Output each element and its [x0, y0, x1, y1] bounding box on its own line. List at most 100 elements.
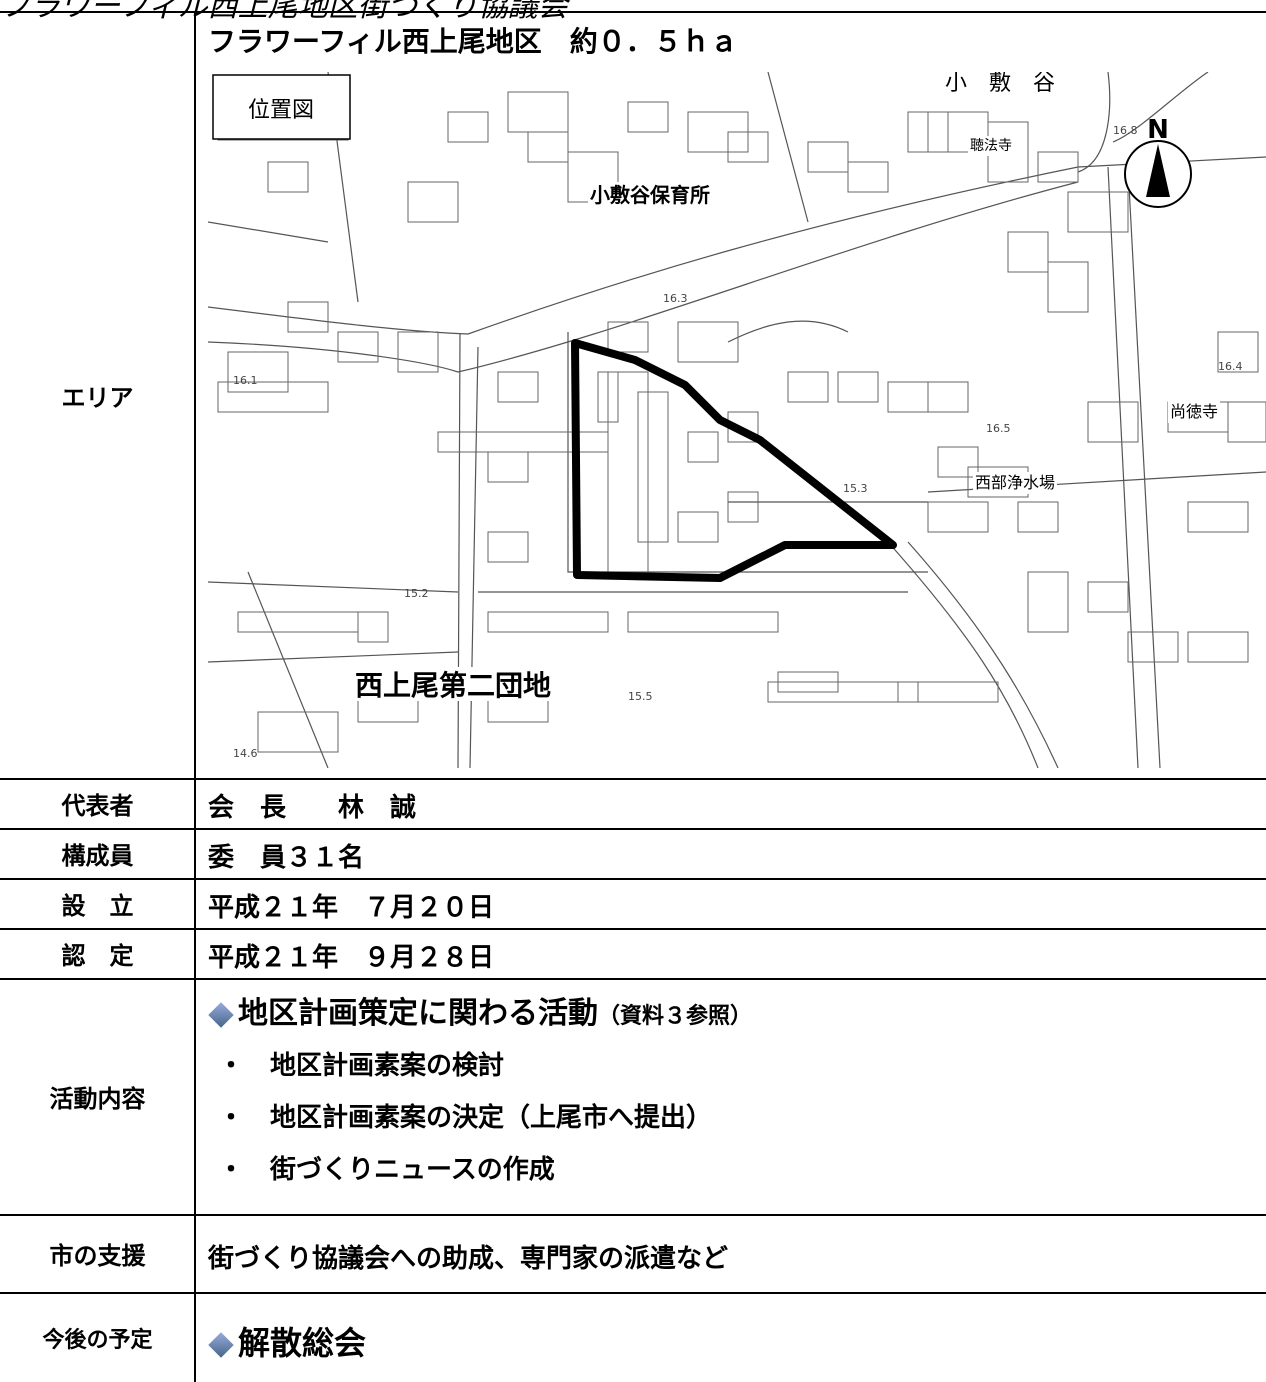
- rule: [0, 828, 1266, 830]
- row-label: 市の支援: [49, 1242, 146, 1270]
- map-label: 16.3: [663, 292, 688, 305]
- map-road: [208, 181, 1079, 373]
- map-building: [527, 131, 569, 163]
- rule: [0, 11, 1266, 13]
- map-building: [607, 321, 649, 353]
- map-label: 尚徳寺: [1170, 402, 1218, 421]
- map-building: [767, 681, 919, 703]
- row-value: 平成２１年 ９月２８日: [208, 943, 495, 973]
- label-backdrop: [943, 72, 1057, 96]
- map-building: [927, 501, 989, 533]
- map-building: [1127, 631, 1179, 663]
- map-label: 15.3: [843, 482, 868, 495]
- map-building: [1087, 581, 1129, 613]
- support-text: 街づくり協議会への助成、専門家の派遣など: [208, 1244, 729, 1274]
- map-building: [397, 331, 439, 373]
- map-building: [1017, 501, 1059, 533]
- rule: [0, 978, 1266, 980]
- map-building: [777, 671, 839, 693]
- map-building: [447, 111, 489, 143]
- map-building: [937, 446, 979, 478]
- map-road: [767, 72, 809, 223]
- map-building: [487, 451, 529, 483]
- map-legend: 位置図: [248, 98, 314, 123]
- map-building: [487, 611, 609, 633]
- map-building: [487, 531, 529, 563]
- rule: [0, 1292, 1266, 1294]
- activity-note: （資料３参照）: [598, 1004, 753, 1029]
- map-building: [727, 491, 759, 523]
- map-building: [357, 611, 389, 643]
- row-label: 活動内容: [49, 1085, 146, 1113]
- map-building: [1067, 191, 1129, 233]
- legend-box: [212, 74, 351, 140]
- map-building: [887, 381, 929, 413]
- map-road: [1077, 72, 1111, 173]
- row-label: 今後の予定: [42, 1327, 153, 1353]
- map-building: [607, 371, 649, 573]
- activity-item: ・ 街づくりニュースの作成: [218, 1155, 555, 1185]
- activity-heading-line: 地区計画策定に関わる活動（資料３参照）: [208, 988, 752, 1032]
- map-building: [1187, 631, 1249, 663]
- rule: [0, 778, 1266, 780]
- row-value: 会 長 林 誠: [208, 793, 417, 823]
- map-road: [567, 332, 928, 573]
- map-building: [1047, 261, 1089, 313]
- map-building: [1087, 401, 1139, 443]
- row-value: 平成２１年 ７月２０日: [208, 893, 495, 923]
- north-label: N: [1147, 115, 1169, 145]
- map-building: [437, 431, 609, 453]
- activity-list: ・ 地区計画素案の検討 ・ 地区計画素案の決定（上尾市へ提出） ・ 街づくりニュ…: [218, 1040, 712, 1196]
- map-road: [907, 541, 1059, 768]
- map-building: [927, 381, 969, 413]
- map-road: [727, 320, 849, 343]
- map-building: [687, 431, 719, 463]
- label-backdrop: [973, 472, 1057, 494]
- map-road: [457, 333, 461, 768]
- map-building: [677, 511, 719, 543]
- map-building: [267, 161, 309, 193]
- map-building: [787, 371, 829, 403]
- label-backdrop: [353, 667, 553, 701]
- map-label: 西上尾第二団地: [355, 669, 551, 702]
- activity-heading: 地区計画策定に関わる活動: [238, 996, 598, 1031]
- row-label: 構成員: [61, 842, 134, 870]
- map-label: 14.6: [233, 747, 258, 760]
- map-building: [897, 681, 999, 703]
- map-label: 16.1: [233, 374, 258, 387]
- label-backdrop: [968, 136, 1014, 156]
- map-building: [407, 181, 459, 223]
- map-label: 16.8: [1113, 124, 1138, 137]
- activity-item: ・ 地区計画素案の決定（上尾市へ提出）: [218, 1103, 713, 1133]
- area-name: フラワーフィル西上尾地区 約０．５ｈａ: [208, 25, 738, 58]
- map-label: 小敷谷保育所: [590, 183, 710, 207]
- label-backdrop: [588, 182, 712, 208]
- row-label: 設 立: [61, 892, 134, 920]
- activity-item: ・ 地区計画素案の検討: [218, 1051, 505, 1081]
- map-building: [1027, 571, 1069, 633]
- map-road: [1127, 166, 1161, 768]
- label-backdrop: [1168, 401, 1220, 423]
- map-label: 15.2: [404, 587, 429, 600]
- map-building: [237, 611, 359, 633]
- map-building: [337, 331, 379, 363]
- map-building: [257, 711, 339, 753]
- map-label: 聴法寺: [970, 138, 1012, 154]
- row-value: 委 員３１名: [208, 843, 365, 873]
- map-label: 15.5: [628, 690, 653, 703]
- area-boundary: [571, 339, 897, 582]
- map-building: [847, 161, 889, 193]
- north-arrow: [1146, 144, 1170, 197]
- map-building: [497, 371, 539, 403]
- map-road: [208, 156, 1266, 335]
- map-road: [1112, 72, 1209, 143]
- map-label: 小 敷 谷: [945, 72, 1055, 96]
- map-label: 16.4: [1218, 360, 1243, 373]
- map-building: [677, 321, 739, 363]
- map-building: [1007, 231, 1049, 273]
- row-label: エリア: [61, 383, 134, 412]
- map-label: 16.5: [986, 422, 1011, 435]
- map-building: [287, 301, 329, 333]
